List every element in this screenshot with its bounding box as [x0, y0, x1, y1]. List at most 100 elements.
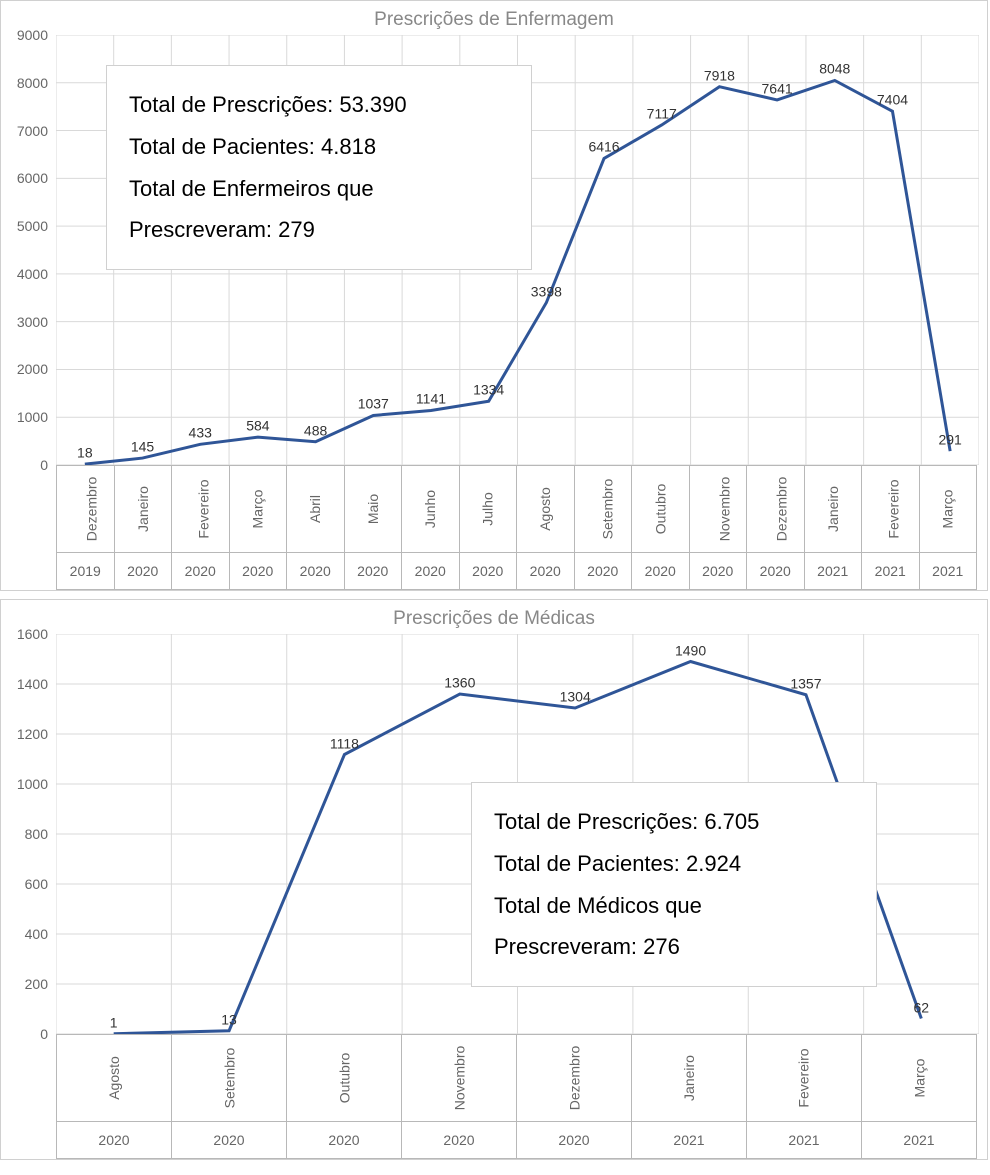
y-tick-label: 9000	[17, 27, 56, 43]
x-month-label: Outubro	[287, 1035, 402, 1122]
x-month-label: Novembro	[402, 1035, 517, 1122]
x-year-label: 2021	[862, 553, 920, 590]
data-point-label: 1037	[358, 396, 389, 412]
x-year-label: 2020	[172, 1122, 287, 1159]
chart2-summary-box: Total de Prescrições: 6.705 Total de Pac…	[471, 782, 877, 987]
chart1-summary-box: Total de Prescrições: 53.390 Total de Pa…	[106, 65, 532, 270]
x-year-label: 2020	[287, 553, 345, 590]
y-tick-label: 1000	[17, 409, 56, 425]
x-month-label: Outubro	[632, 466, 690, 553]
y-tick-label: 4000	[17, 266, 56, 282]
x-month-label: Novembro	[689, 466, 747, 553]
data-point-label: 7641	[762, 80, 793, 96]
y-tick-label: 1600	[17, 626, 56, 642]
y-tick-label: 600	[25, 876, 56, 892]
x-month-label: Março	[229, 466, 287, 553]
x-year-label: 2020	[229, 553, 287, 590]
y-tick-label: 5000	[17, 218, 56, 234]
x-month-label: Março	[862, 1035, 977, 1122]
x-year-label: 2020	[517, 1122, 632, 1159]
data-point-label: 13	[221, 1011, 237, 1027]
y-tick-label: 3000	[17, 314, 56, 330]
data-point-label: 1	[110, 1014, 118, 1030]
x-year-label: 2020	[459, 553, 517, 590]
x-year-label: 2020	[574, 553, 632, 590]
x-year-label: 2020	[517, 553, 575, 590]
x-year-label: 2020	[402, 1122, 517, 1159]
x-year-label: 2020	[632, 553, 690, 590]
data-point-label: 18	[77, 445, 93, 461]
chart1-plot: 0100020003000400050006000700080009000 18…	[56, 35, 977, 465]
data-point-label: 3398	[531, 283, 562, 299]
summary-enfermeiros: Total de Enfermeiros que Prescreveram: 2…	[129, 168, 509, 252]
x-year-label: 2020	[57, 1122, 172, 1159]
data-point-label: 433	[189, 425, 212, 441]
y-tick-label: 7000	[17, 123, 56, 139]
x-month-label: Maio	[344, 466, 402, 553]
data-point-label: 1141	[416, 391, 446, 407]
medical-chart-container: Prescrições de Médicas 0 200 400 600 800 1000…	[0, 599, 988, 1160]
data-point-label: 7117	[647, 105, 677, 121]
x-year-label: 2021	[804, 553, 862, 590]
x-month-label: Fevereiro	[862, 466, 920, 553]
x-month-label: Fevereiro	[172, 466, 230, 553]
data-point-label: 62	[914, 999, 930, 1015]
y-tick-label: 800	[25, 826, 56, 842]
x-month-label: Fevereiro	[747, 1035, 862, 1122]
x-month-label: Abril	[287, 466, 345, 553]
y-tick-label: 6000	[17, 170, 56, 186]
x-year-label: 2020	[114, 553, 172, 590]
data-point-label: 8048	[819, 61, 850, 77]
x-year-label: 2020	[344, 553, 402, 590]
y-tick-label: 0	[40, 1026, 56, 1042]
x-month-label: Agosto	[57, 1035, 172, 1122]
y-tick-label: 1200	[17, 726, 56, 742]
x-year-label: 2021	[632, 1122, 747, 1159]
x-month-label: Março	[919, 466, 977, 553]
x-year-label: 2020	[172, 553, 230, 590]
summary-pacientes-2: Total de Pacientes: 2.924	[494, 843, 854, 885]
x-year-label: 2021	[747, 1122, 862, 1159]
summary-prescricoes-2: Total de Prescrições: 6.705	[494, 801, 854, 843]
x-month-label: Janeiro	[632, 1035, 747, 1122]
chart2-title: Prescrições de Médicas	[1, 600, 987, 634]
nursing-chart-container: Prescrições de Enfermagem 01000200030004…	[0, 0, 988, 591]
data-point-label: 1304	[560, 688, 591, 704]
y-tick-label: 2000	[17, 361, 56, 377]
data-point-label: 488	[304, 422, 327, 438]
x-year-label: 2021	[919, 553, 977, 590]
data-point-label: 584	[246, 417, 269, 433]
x-year-label: 2019	[57, 553, 115, 590]
x-month-label: Dezembro	[747, 466, 805, 553]
chart2-plot: 02004006008001000120014001600 1131118136…	[56, 634, 977, 1034]
x-year-label: 2020	[689, 553, 747, 590]
x-year-label: 2021	[862, 1122, 977, 1159]
data-point-label: 1118	[330, 735, 359, 751]
data-point-label: 1490	[675, 642, 706, 658]
data-point-label: 6416	[588, 139, 619, 155]
y-tick-label: 1400	[17, 676, 56, 692]
x-month-label: Dezembro	[57, 466, 115, 553]
x-month-label: Junho	[402, 466, 460, 553]
data-point-label: 1334	[473, 382, 504, 398]
y-tick-label: 8000	[17, 75, 56, 91]
y-tick-label: 1000	[17, 776, 56, 792]
x-month-label: Janeiro	[804, 466, 862, 553]
x-year-label: 2020	[402, 553, 460, 590]
y-tick-label: 200	[25, 976, 56, 992]
x-month-label: Setembro	[574, 466, 632, 553]
data-point-label: 7404	[877, 92, 908, 108]
data-point-label: 1360	[444, 674, 475, 690]
y-tick-label: 0	[40, 457, 56, 473]
summary-medicos: Total de Médicos que Prescreveram: 276	[494, 885, 854, 969]
x-year-label: 2020	[747, 553, 805, 590]
x-year-label: 2020	[287, 1122, 402, 1159]
x-month-label: Janeiro	[114, 466, 172, 553]
y-tick-label: 400	[25, 926, 56, 942]
chart1-x-axis: DezembroJaneiroFevereiroMarçoAbrilMaioJu…	[56, 465, 977, 590]
summary-prescricoes: Total de Prescrições: 53.390	[129, 84, 509, 126]
x-month-label: Agosto	[517, 466, 575, 553]
summary-pacientes: Total de Pacientes: 4.818	[129, 126, 509, 168]
x-month-label: Setembro	[172, 1035, 287, 1122]
data-point-label: 291	[938, 431, 961, 447]
